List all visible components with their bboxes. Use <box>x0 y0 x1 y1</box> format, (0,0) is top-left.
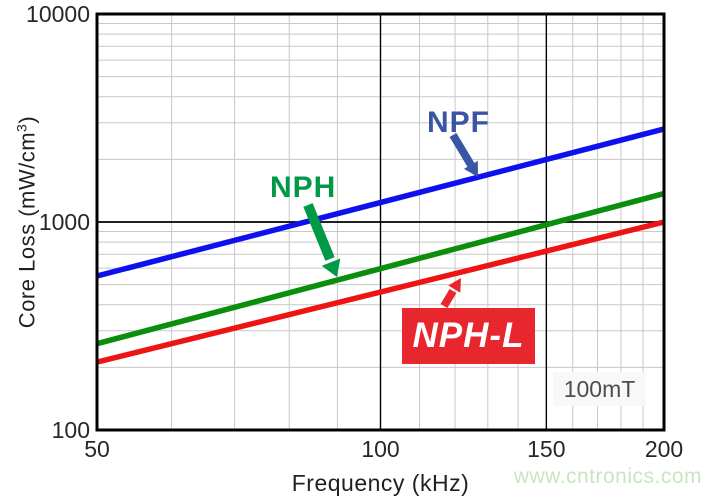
watermark: www.cntronics.com <box>513 465 702 488</box>
y-axis-title-close: ) <box>14 115 40 124</box>
nph-arrow <box>303 203 341 277</box>
grid-layer <box>97 14 664 430</box>
y-axis-title-text: Core Loss (mW/cm <box>14 131 40 329</box>
flux-density-label: 100mT <box>553 372 646 406</box>
series-line-nph-l <box>96 219 665 365</box>
series-line-nph <box>96 190 665 347</box>
series-layer <box>96 126 665 365</box>
x-tick-label: 100 <box>361 436 399 462</box>
x-tick-label: 200 <box>645 436 683 462</box>
y-tick-label: 1000 <box>39 209 90 235</box>
y-axis-title-sup: 3 <box>13 123 30 132</box>
series-label-nphl-badge: NPH-L <box>402 308 535 364</box>
x-tick-label: 50 <box>84 436 110 462</box>
x-tick-label: 150 <box>527 436 565 462</box>
y-tick-label: 100 <box>52 417 90 443</box>
x-axis-title: Frequency (kHz) <box>291 470 470 496</box>
plot-border <box>95 12 666 432</box>
npf-arrow <box>449 132 478 177</box>
series-line-npf <box>96 126 665 279</box>
y-axis-title: Core Loss (mW/cm3) <box>13 116 40 328</box>
series-label-nph: NPH <box>270 171 337 204</box>
series-label-npf: NPF <box>427 106 490 139</box>
y-tick-label: 10000 <box>26 1 90 27</box>
nphl-arrow <box>440 278 461 309</box>
